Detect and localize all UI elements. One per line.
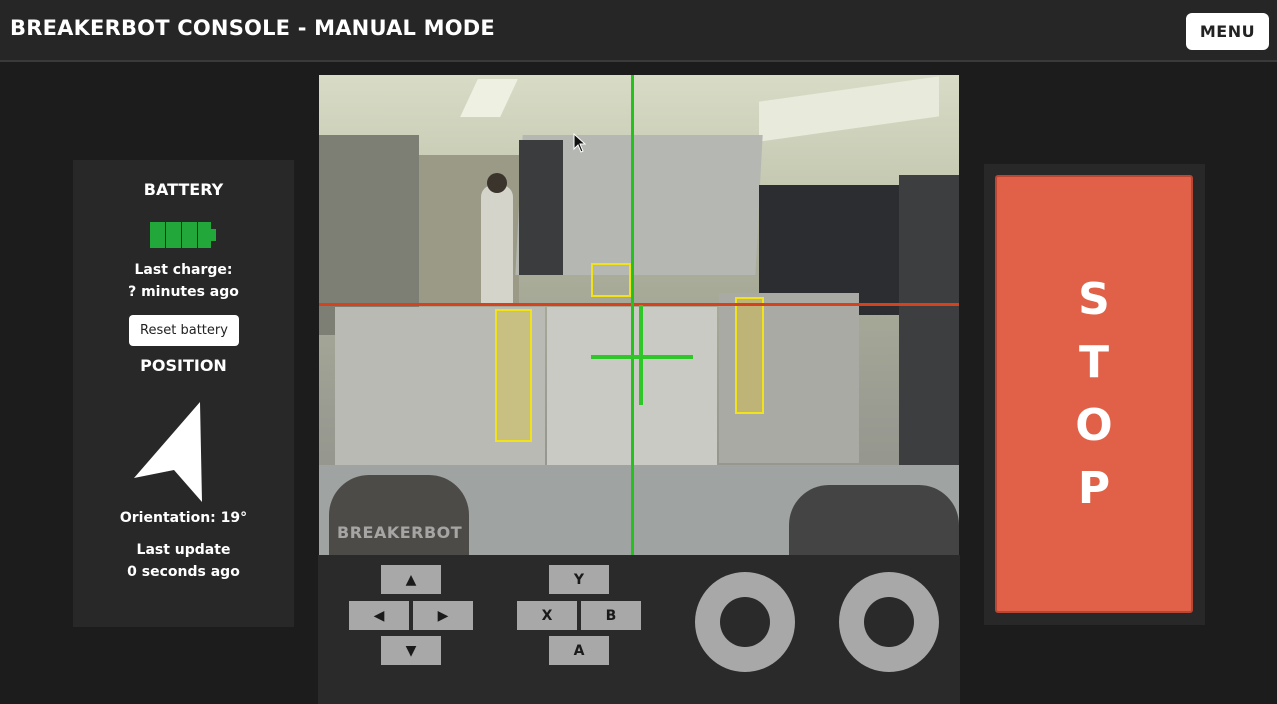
menu-button[interactable]: MENU [1186,13,1269,50]
vertical-crosshair [631,75,634,555]
camera-watermark: BREAKERBOT [337,523,463,542]
last-charge-label: Last charge: [134,262,233,278]
horizontal-crosshair [319,303,959,306]
battery-title: BATTERY [143,180,224,199]
right-joystick-knob[interactable] [864,597,914,647]
dpad-right-button[interactable]: ▶ [413,601,473,630]
a-button[interactable]: A [549,636,609,665]
person [481,185,513,305]
person-head [487,173,507,193]
left-joystick-knob[interactable] [720,597,770,647]
right-joystick[interactable] [839,572,939,672]
camera-feed[interactable]: BREAKERBOT [319,75,959,555]
reset-battery-button[interactable]: Reset battery [129,315,239,346]
stop-letter: S [1078,274,1110,325]
target-reticle-vertical [639,305,643,405]
stop-letter: P [1077,463,1111,514]
detection-box [591,263,631,297]
gamepad-controls: ▲ ◀ ▶ ▼ Y X B A [318,555,960,704]
left-joystick[interactable] [695,572,795,672]
detection-box [735,297,764,414]
left-shelves [319,135,419,335]
last-update-label: Last update [136,542,231,558]
dpad-up-button[interactable]: ▲ [381,565,441,594]
right-rack [899,175,959,475]
right-door [719,293,859,463]
last-charge-value: ? minutes ago [128,284,239,300]
status-panel: BATTERY Last charge: ? minutes ago Reset… [73,160,294,627]
header-bar: BREAKERBOT CONSOLE - MANUAL MODE MENU [0,0,1277,62]
x-button[interactable]: X [517,601,577,630]
dpad-left-button[interactable]: ◀ [349,601,409,630]
page-title: BREAKERBOT CONSOLE - MANUAL MODE [10,16,495,40]
position-title: POSITION [140,356,227,375]
orientation-readout: Orientation: 19° [119,510,248,526]
b-button[interactable]: B [581,601,641,630]
robot-right-wheel [789,485,959,555]
battery-icon [150,222,216,248]
stop-button[interactable]: S T O P [995,175,1193,613]
stop-letter: O [1075,400,1113,451]
y-button[interactable]: Y [549,565,609,594]
stop-panel: S T O P [984,164,1205,625]
orientation-arrow-icon [134,402,202,502]
mouse-cursor-icon [573,133,587,153]
robot-left-wheel [329,475,469,555]
breaker-cabinet-side [519,140,563,275]
stop-letter: T [1078,337,1109,388]
detection-box [495,309,532,442]
dpad-down-button[interactable]: ▼ [381,636,441,665]
last-update-value: 0 seconds ago [127,564,240,580]
